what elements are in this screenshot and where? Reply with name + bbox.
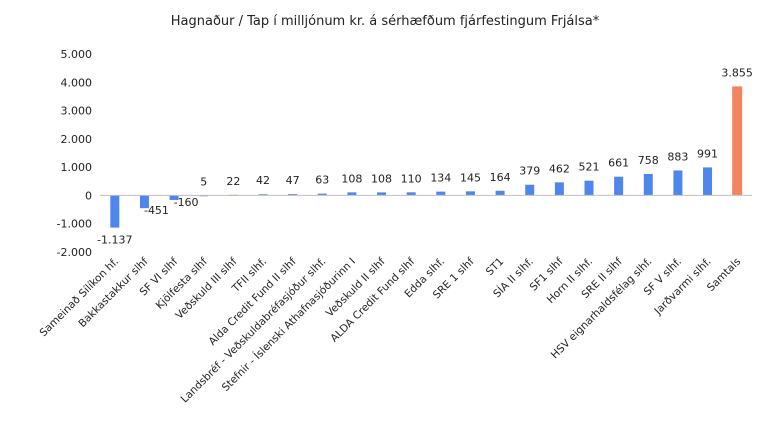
data-label: -160 — [174, 196, 199, 209]
data-label: 134 — [430, 172, 451, 185]
y-tick-label: 5.000 — [61, 48, 93, 61]
chart-title: Hagnaður / Tap í milljónum kr. á sérhæfð… — [170, 14, 600, 29]
data-label: 661 — [608, 157, 629, 170]
data-label: 3.855 — [721, 66, 753, 79]
data-label: -451 — [144, 204, 169, 217]
data-label: 108 — [371, 172, 392, 185]
bar — [525, 184, 535, 196]
bar — [614, 176, 624, 196]
data-label: 5 — [200, 175, 207, 188]
y-tick-label: 1.000 — [61, 161, 93, 174]
data-label: 22 — [226, 175, 240, 188]
bar — [258, 194, 268, 196]
y-tick-label: -2.000 — [57, 246, 92, 259]
bar — [643, 173, 653, 196]
bar — [436, 191, 446, 196]
data-label: 379 — [519, 165, 540, 178]
bar — [495, 190, 505, 196]
data-label: 42 — [256, 174, 270, 187]
bar — [139, 195, 149, 209]
category-label: ST1 — [484, 256, 506, 278]
bar — [110, 195, 120, 228]
bar — [703, 167, 713, 196]
data-label: 991 — [697, 147, 718, 160]
y-tick-label: -1.000 — [57, 218, 92, 231]
data-label: 108 — [341, 172, 362, 185]
data-label: 521 — [579, 161, 600, 174]
bar — [554, 182, 564, 196]
data-label: -1.137 — [97, 234, 132, 247]
bar — [317, 193, 327, 196]
bar — [377, 192, 387, 196]
bar — [584, 180, 594, 196]
bar — [406, 192, 416, 196]
data-label: 462 — [549, 162, 570, 175]
data-label: 758 — [638, 154, 659, 167]
bar — [732, 86, 743, 196]
y-tick-label: 4.000 — [61, 76, 93, 89]
data-label: 47 — [286, 174, 300, 187]
y-tick-label: 0 — [85, 189, 92, 202]
y-tick-label: 2.000 — [61, 133, 93, 146]
data-label: 63 — [315, 174, 329, 187]
bar — [169, 195, 179, 200]
bar — [465, 191, 475, 196]
data-label: 110 — [401, 172, 422, 185]
data-label: 164 — [490, 171, 511, 184]
data-label: 145 — [460, 171, 481, 184]
data-label: 883 — [667, 150, 688, 163]
bar — [288, 194, 298, 196]
y-tick-label: 3.000 — [61, 105, 93, 118]
bar — [347, 192, 357, 196]
bar — [673, 170, 683, 196]
